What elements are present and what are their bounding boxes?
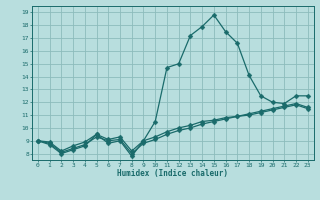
X-axis label: Humidex (Indice chaleur): Humidex (Indice chaleur) [117,169,228,178]
